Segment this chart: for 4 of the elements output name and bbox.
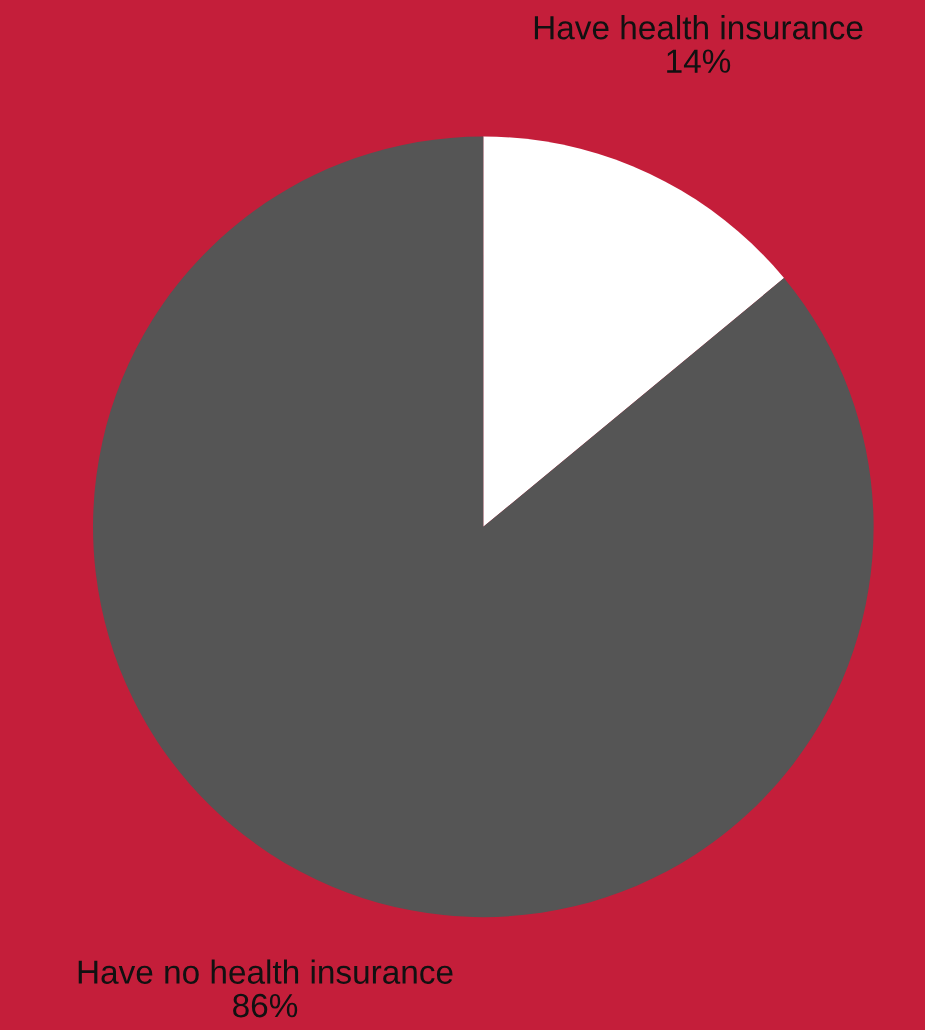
slice-label: Have health insurance <box>534 15 863 40</box>
data-label: 86% <box>233 993 298 1018</box>
data-label: 14% <box>667 49 731 73</box>
slice-label: Have no health insurance <box>78 959 453 984</box>
